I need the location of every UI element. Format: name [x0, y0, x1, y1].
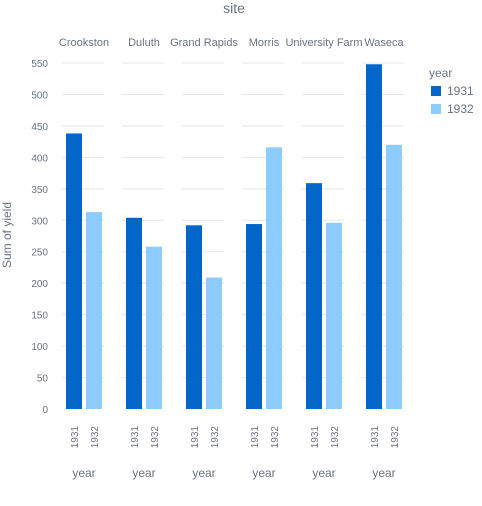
y-tick-label: 300	[31, 216, 48, 227]
facet-label: Morris	[249, 37, 280, 49]
x-axis-title: year	[72, 466, 95, 480]
legend: year 1931 1932	[429, 66, 474, 116]
facet-university-farm: University Farm 1931 1932 year	[285, 37, 362, 480]
facet-label: Crookston	[59, 37, 109, 49]
facet-crookston: Crookston 1931 1932 year	[59, 37, 109, 480]
facet-morris: Morris 1931 1932 year	[246, 37, 282, 480]
facet-label: Grand Rapids	[170, 37, 238, 49]
y-axis-title: Sum of yield	[0, 202, 14, 268]
x-tick-label: 1932	[390, 426, 401, 449]
y-tick-label: 250	[31, 248, 48, 259]
x-tick-label: 1931	[310, 426, 321, 449]
bar-1931	[126, 217, 142, 409]
x-tick-label: 1931	[250, 426, 261, 449]
bar-1931	[306, 183, 322, 409]
y-tick-label: 50	[37, 374, 49, 385]
legend-swatch-1931	[431, 86, 441, 96]
y-tick-label: 500	[31, 90, 48, 101]
x-axis-title: year	[312, 466, 335, 480]
y-tick-label: 550	[31, 59, 48, 70]
facet-duluth: Duluth 1931 1932 year	[126, 37, 162, 480]
bar-1932	[86, 212, 102, 409]
y-tick-label: 400	[31, 153, 48, 164]
y-tick-label: 200	[31, 279, 48, 290]
facet-label: Waseca	[364, 37, 404, 49]
y-tick-label: 150	[31, 311, 48, 322]
bar-1932	[326, 222, 342, 409]
legend-title: year	[429, 66, 452, 80]
facet-grand-rapids: Grand Rapids 1931 1932 year	[170, 37, 238, 480]
y-tick-label: 100	[31, 342, 48, 353]
bar-1931	[186, 225, 202, 409]
bar-1931	[366, 64, 382, 409]
x-tick-label: 1932	[270, 426, 281, 449]
facet-label: Duluth	[128, 37, 160, 49]
bar-1932	[386, 144, 402, 410]
x-tick-label: 1931	[370, 426, 381, 449]
x-axis-title: year	[372, 466, 395, 480]
x-tick-label: 1931	[190, 426, 201, 449]
bar-1931	[66, 133, 82, 409]
bar-1932	[266, 147, 282, 409]
x-tick-label: 1932	[150, 426, 161, 449]
gridlines	[62, 62, 404, 379]
x-axis-title: year	[192, 466, 215, 480]
x-tick-label: 1931	[70, 426, 81, 449]
x-tick-label: 1932	[210, 426, 221, 449]
bar-1932	[206, 277, 222, 409]
x-tick-label: 1932	[90, 426, 101, 449]
bar-1932	[146, 246, 162, 409]
x-axis-title: year	[132, 466, 155, 480]
legend-label-1931: 1931	[447, 84, 474, 98]
x-axis-title: year	[252, 466, 275, 480]
y-tick-label: 350	[31, 185, 48, 196]
x-tick-label: 1931	[130, 426, 141, 449]
y-tick-label: 0	[42, 405, 48, 416]
chart-title: site	[223, 0, 245, 16]
bar-1931	[246, 224, 262, 409]
x-tick-label: 1932	[330, 426, 341, 449]
legend-label-1932: 1932	[447, 102, 474, 116]
legend-swatch-1932	[431, 104, 441, 114]
y-axis: 0 50 100 150 200 250 300 350 400 450 500 550	[31, 59, 48, 416]
facet-waseca: Waseca 1931 1932 year	[364, 37, 404, 480]
y-tick-label: 450	[31, 122, 48, 133]
facet-label: University Farm	[285, 37, 362, 49]
